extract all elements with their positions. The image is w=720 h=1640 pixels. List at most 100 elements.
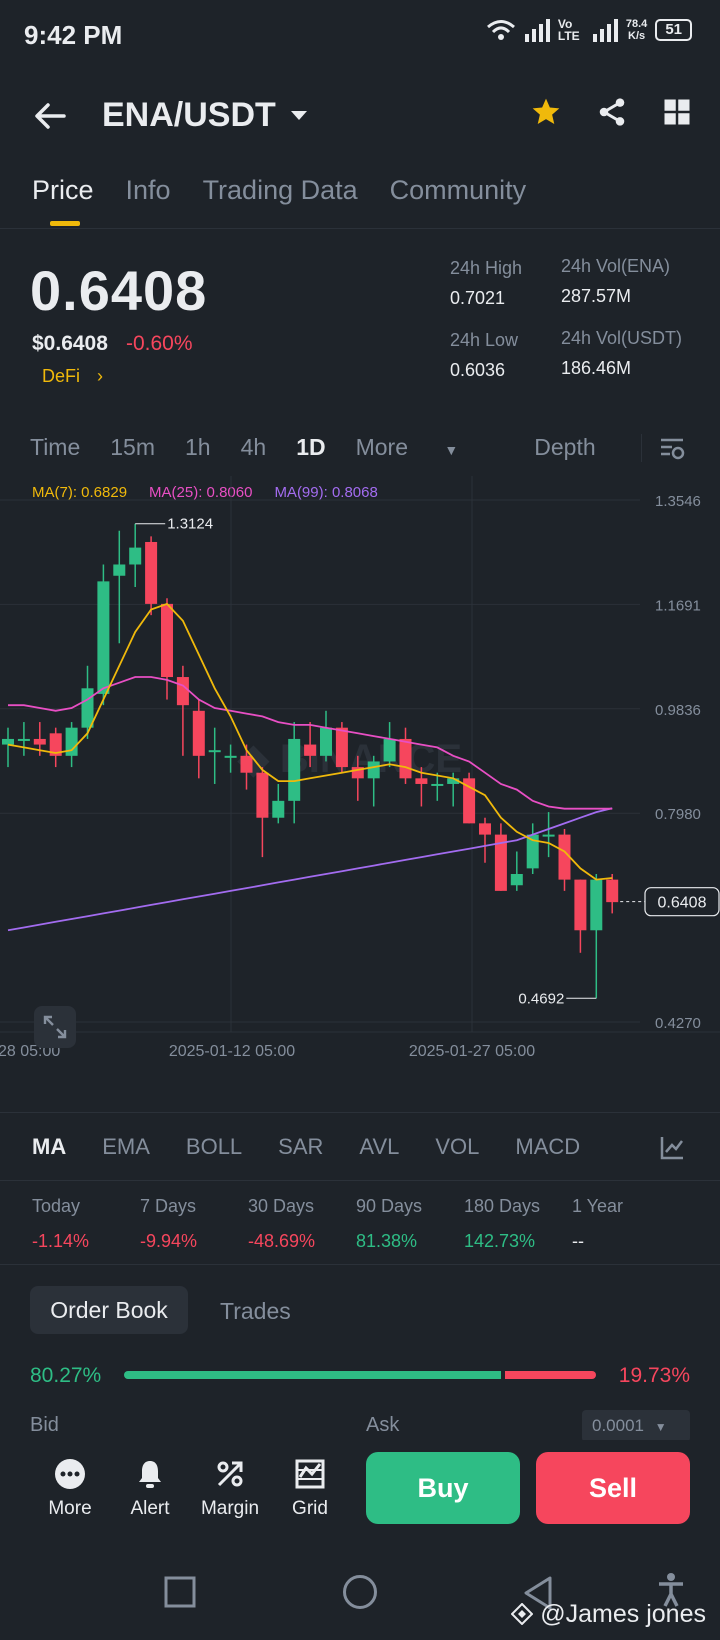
performance-divider — [0, 1264, 720, 1265]
indicator-ma[interactable]: MA — [32, 1134, 67, 1159]
chart-divider — [0, 1112, 720, 1113]
perf-value: -1.14% — [32, 1231, 90, 1251]
performance-row: Today -1.14% 7 Days -9.94% 30 Days -48.69% … — [32, 1196, 680, 1252]
candle-body — [447, 778, 460, 784]
current-price-label: 0.6408 — [658, 895, 707, 912]
interval-time[interactable]: Time — [30, 434, 81, 460]
candle-body — [526, 834, 539, 869]
precision-value: 0.0001 — [592, 1416, 644, 1435]
y-tick-label: 1.3546 — [655, 493, 701, 510]
indicator-macd[interactable]: MACD — [515, 1134, 581, 1159]
candle-body — [49, 733, 62, 756]
indicator-boll[interactable]: BOLL — [185, 1134, 243, 1159]
indicator-sar[interactable]: SAR — [278, 1134, 324, 1159]
candle-body — [240, 755, 253, 773]
alert-action[interactable]: Alert — [110, 1458, 190, 1520]
interval-more[interactable]: More ▼ — [356, 434, 489, 461]
candlestick-chart[interactable]: ◆ BINANCE1.35461.16910.98360.79800.42702… — [0, 476, 720, 1112]
system-nav-bar — [0, 1550, 720, 1640]
watermark-text: @James jones — [540, 1600, 706, 1628]
indicator-avl[interactable]: AVL — [359, 1134, 400, 1159]
candle-body — [558, 834, 571, 880]
indicator-settings-icon[interactable] — [658, 1134, 686, 1162]
vol-base-label: 24h Vol(ENA) — [561, 256, 671, 276]
candle-body — [510, 873, 523, 886]
tab-community[interactable]: Community — [389, 175, 527, 205]
recent-apps-icon[interactable] — [164, 1576, 196, 1608]
sell-button[interactable]: Sell — [536, 1452, 690, 1524]
chart-settings-icon[interactable] — [658, 434, 686, 462]
bid-column-label: Bid — [30, 1414, 59, 1436]
caret-down-icon: ▼ — [444, 442, 459, 458]
candle-body — [113, 564, 126, 576]
candle-body — [65, 727, 78, 756]
indicator-vol[interactable]: VOL — [435, 1134, 480, 1159]
grid-menu-icon[interactable] — [662, 97, 692, 127]
tab-order-book[interactable]: Order Book — [30, 1286, 188, 1334]
bid-ratio-bar — [124, 1371, 501, 1379]
share-icon[interactable] — [596, 96, 628, 128]
more-dots-icon — [55, 1459, 85, 1489]
candle-body — [288, 738, 301, 801]
interval-depth[interactable]: Depth — [534, 434, 596, 460]
candle-body — [176, 677, 189, 706]
back-nav-icon[interactable] — [522, 1576, 554, 1610]
candle-body — [224, 755, 237, 758]
alert-label: Alert — [130, 1498, 170, 1519]
tab-trading-data[interactable]: Trading Data — [202, 175, 358, 205]
perf-value: 81.38% — [356, 1231, 418, 1251]
fullscreen-button[interactable] — [34, 1006, 76, 1048]
low-value: 0.6036 — [450, 360, 506, 380]
star-icon[interactable] — [530, 96, 562, 128]
high-marker-label: 1.3124 — [167, 516, 213, 533]
high-value: 0.7021 — [450, 288, 506, 308]
candle-body — [606, 879, 619, 903]
interval-15m[interactable]: 15m — [110, 434, 156, 460]
interval-4h[interactable]: 4h — [240, 434, 267, 460]
binance-logo-icon — [510, 1602, 534, 1626]
percent-icon — [217, 1461, 243, 1487]
candle-body — [590, 879, 603, 931]
candle-body — [463, 778, 476, 824]
category-tag[interactable]: DeFi › — [42, 366, 103, 387]
tab-price[interactable]: Price — [32, 175, 94, 226]
candle-body — [145, 541, 158, 604]
pair-selector[interactable]: ENA/USDT — [102, 96, 308, 135]
bell-icon — [139, 1461, 161, 1488]
network-type-label: Vo LTE — [557, 17, 580, 43]
y-tick-label: 0.4270 — [655, 1015, 701, 1032]
interval-1d[interactable]: 1D — [296, 434, 326, 460]
ma99-legend: MA(99): 0.8068 — [274, 484, 378, 501]
back-arrow-icon[interactable] — [30, 96, 70, 136]
tabs-divider — [0, 228, 720, 229]
precision-select[interactable]: 0.0001 ▼ — [582, 1410, 690, 1442]
indicator-ema[interactable]: EMA — [102, 1134, 150, 1159]
ma7-line — [7, 602, 613, 881]
perf-180d: 180 Days 142.73% — [464, 1196, 572, 1252]
status-time: 9:42 PM — [24, 20, 123, 50]
margin-label: Margin — [200, 1498, 260, 1519]
current-price-box — [644, 887, 720, 917]
candle-body — [17, 738, 30, 741]
grid-action[interactable]: Grid — [270, 1458, 350, 1520]
more-action[interactable]: More — [30, 1458, 110, 1520]
candle-body — [161, 603, 173, 678]
ask-column-label: Ask — [366, 1414, 400, 1436]
candle-body — [129, 547, 142, 565]
accessibility-icon[interactable] — [656, 1572, 686, 1608]
ask-ratio-bar — [505, 1371, 596, 1379]
price-change: -0.60% — [126, 332, 193, 355]
interval-1h[interactable]: 1h — [185, 434, 211, 460]
indicator-bar: MA EMA BOLL SAR AVL VOL MACD — [32, 1134, 616, 1160]
perf-label: 90 Days — [356, 1196, 423, 1216]
tab-info[interactable]: Info — [125, 175, 171, 205]
candle-body — [574, 879, 587, 931]
more-label: More — [48, 1498, 92, 1519]
candle-body — [494, 834, 507, 891]
header-actions — [530, 96, 692, 128]
buy-button[interactable]: Buy — [366, 1452, 520, 1524]
tab-trades[interactable]: Trades — [220, 1298, 291, 1324]
home-icon[interactable] — [342, 1574, 378, 1610]
margin-action[interactable]: Margin — [190, 1458, 270, 1520]
wifi-icon — [486, 20, 515, 40]
